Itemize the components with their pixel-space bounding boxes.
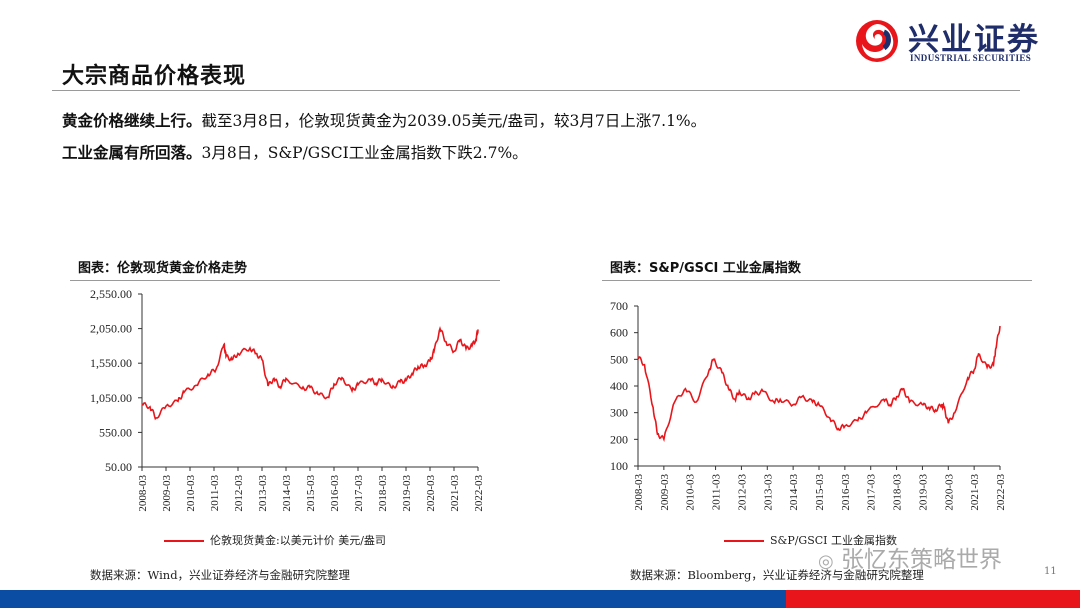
gold-x-tick-label: 2019-03 (401, 475, 413, 512)
watermark: ◎ 张忆东策略世界 (818, 540, 1002, 574)
gold-price-chart: 2,550.00 2,050.00 1,550.00 1,050.00 550.00 50… (90, 287, 485, 512)
gold-x-tick-label: 2017-03 (353, 475, 365, 512)
gold-y-tick-label: 2,550.00 (90, 287, 132, 301)
metal-x-tick-label: 2017-03 (866, 474, 878, 511)
metal-x-tick-label: 2014-03 (788, 474, 800, 511)
logo-name-en: INDUSTRIAL SECURITIES (910, 53, 1032, 63)
metal-x-tick-label: 2012-03 (736, 474, 748, 511)
gold-y-tick-label: 50.00 (105, 460, 132, 474)
logo (854, 16, 1074, 66)
gold-y-tick-label: 550.00 (99, 425, 132, 439)
gold-y-tick-label: 2,050.00 (90, 322, 132, 336)
gold-x-tick-label: 2014-03 (281, 475, 293, 512)
bullet-gold: 黄金价格继续上行。截至3月8日，伦敦现货黄金为2039.05美元/盎司，较3月7… (62, 109, 706, 131)
bullet-metals-text: 3月8日，S&P/GSCI工业金属指数下跌2.7%。 (201, 144, 528, 162)
bullet-metals: 工业金属有所回落。3月8日，S&P/GSCI工业金属指数下跌2.7%。 (62, 141, 528, 163)
metal-y-tick-label: 100 (610, 459, 628, 473)
left-chart-caption: 图表：伦敦现货黄金价格走势 (78, 261, 248, 276)
metal-x-tick-label: 2018-03 (892, 474, 904, 511)
gold-x-tick-label: 2011-03 (209, 475, 221, 512)
gold-price-series-line (141, 326, 479, 421)
right-legend-swatch (724, 540, 764, 542)
metal-y-tick-label: 600 (610, 326, 628, 340)
left-chart-source: 数据来源：Wind，兴业证券经济与金融研究院整理 (90, 568, 351, 582)
swirl-logo-icon (856, 20, 898, 62)
gold-x-tick-label: 2013-03 (257, 475, 269, 512)
gold-x-tick-label: 2012-03 (233, 475, 245, 512)
metal-y-tick-label: 500 (610, 352, 628, 366)
logo-name-cn: 兴业证券 (908, 22, 1040, 58)
metal-x-tick-label: 2022-03 (995, 474, 1007, 511)
metal-y-tick-label: 400 (610, 379, 628, 393)
gold-y-tick-label: 1,550.00 (90, 356, 132, 370)
industrial-metals-series-line (637, 325, 1001, 443)
right-chart-caption: 图表：S&P/GSCI 工业金属指数 (610, 261, 801, 276)
metal-x-tick-label: 2016-03 (840, 474, 852, 511)
metal-x-tick-label: 2019-03 (917, 474, 929, 511)
metal-x-tick-label: 2020-03 (943, 474, 955, 511)
metal-x-tick-label: 2015-03 (814, 474, 826, 511)
left-legend-label: 伦敦现货黄金:以美元计价 美元/盎司 (210, 534, 386, 547)
gold-x-tick-label: 2020-03 (425, 475, 437, 512)
gold-x-tick-label: 2022-03 (473, 475, 485, 512)
metal-x-tick-label: 2009-03 (659, 474, 671, 511)
bullet-metals-heading: 工业金属有所回落。 (62, 144, 202, 162)
gold-x-tick-label: 2010-03 (185, 475, 197, 512)
metal-x-tick-label: 2013-03 (762, 474, 774, 511)
gold-x-tick-label: 2016-03 (329, 475, 341, 512)
footer-bar-blue (0, 590, 786, 608)
watermark-text: 张忆东策略世界 (841, 547, 1003, 573)
metal-x-tick-label: 2010-03 (685, 474, 697, 511)
industrial-metals-chart: 700 600 500 400 300 200 100 2008-03 2009-03 2010… (610, 299, 1007, 511)
gold-x-tick-label: 2018-03 (377, 475, 389, 512)
page-title: 大宗商品价格表现 (62, 64, 247, 89)
left-chart-rule (70, 280, 500, 281)
gold-x-tick-label: 2015-03 (305, 475, 317, 512)
bullet-gold-heading: 黄金价格继续上行。 (62, 112, 202, 130)
right-chart-source: 数据来源：Bloomberg，兴业证券经济与金融研究院整理 (630, 568, 924, 582)
gold-x-tick-label: 2009-03 (161, 475, 173, 512)
metal-y-tick-label: 300 (610, 406, 628, 420)
bullet-gold-text: 截至3月8日，伦敦现货黄金为2039.05美元/盎司，较3月7日上涨7.1%。 (201, 112, 707, 130)
metal-x-tick-label: 2011-03 (711, 474, 723, 511)
right-chart-rule (602, 280, 1032, 281)
right-legend-label: S&P/GSCI 工业金属指数 (770, 534, 898, 547)
gold-x-tick-label: 2021-03 (449, 475, 461, 512)
gold-x-tick-label: 2008-03 (137, 475, 149, 512)
metal-x-tick-label: 2021-03 (969, 474, 981, 511)
page-number: 11 (1044, 566, 1057, 577)
footer-bar-red (786, 590, 1080, 608)
wechat-icon: ◎ (818, 551, 834, 572)
metal-y-tick-label: 700 (610, 299, 628, 313)
metal-y-tick-label: 200 (610, 432, 628, 446)
metal-x-tick-label: 2008-03 (633, 474, 645, 511)
title-divider (52, 90, 1020, 91)
left-legend-swatch (164, 540, 204, 542)
gold-y-tick-label: 1,050.00 (90, 391, 132, 405)
